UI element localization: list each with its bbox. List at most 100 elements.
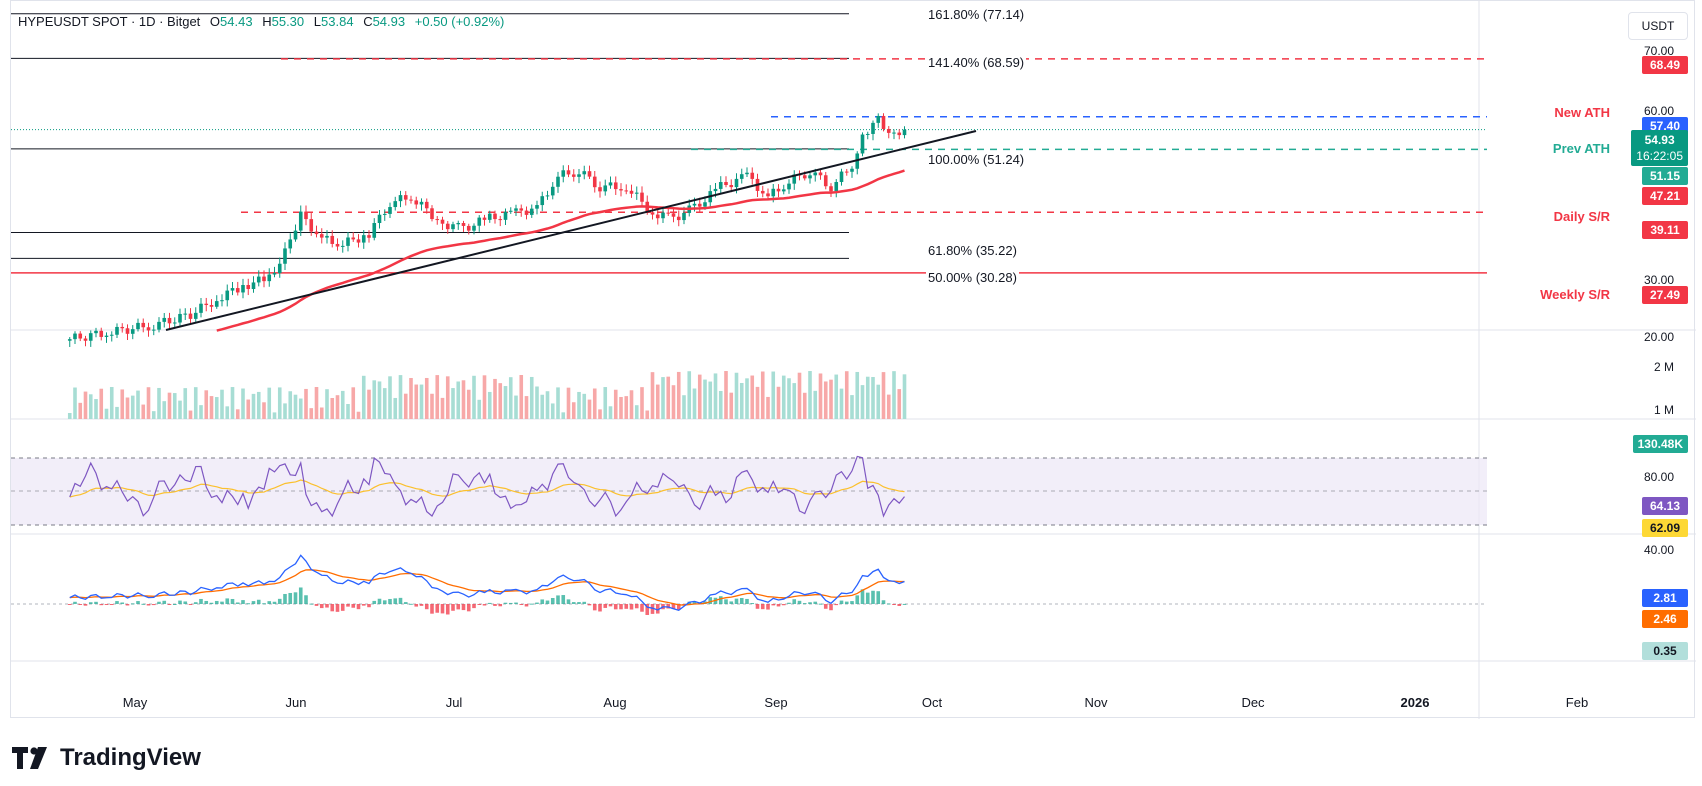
macd-hist-bar [340,604,345,611]
volume-bar [808,371,812,419]
volume-bar [850,395,854,419]
volume-bar [267,387,272,419]
volume-bar [781,375,786,419]
macd-hist-bar [624,604,629,609]
candle-body [608,182,613,186]
tradingview-logo-icon [12,747,47,769]
candle-body [356,239,361,243]
macd-hist-bar [739,597,744,604]
volume-bar [141,404,146,419]
candle-body [540,196,545,206]
candle-body [787,183,791,190]
chart-area[interactable] [10,0,1696,719]
macd-signal-badge: 2.46 [1642,610,1688,628]
volume-bar [540,394,545,419]
candle-body [367,235,371,238]
volume-bar [745,378,749,419]
candle-body [682,212,686,221]
candle-body [78,333,83,339]
volume-bar [755,386,760,419]
volume-bar [388,376,392,419]
candle-body [829,186,833,192]
macd-hist-bar [571,602,576,604]
volume-bar [645,410,650,419]
volume-bar [839,388,844,419]
volume-bar [697,374,702,419]
rsi-ma-badge: 62.09 [1642,519,1688,537]
macd-hist-bar [419,604,424,606]
candle-body [514,208,518,211]
volume-bar [802,392,807,419]
candle-body [813,172,818,176]
macd-hist-bar [834,604,839,606]
candle-body [162,317,167,322]
macd-hist-bar [508,602,513,604]
volume-bar [214,397,219,419]
candle-body [230,288,235,291]
volume-bar [193,387,198,419]
macd-hist-bar [724,599,728,604]
macd-hist-bar [456,604,461,610]
volume-bar [346,404,350,419]
macd-hist-bar [860,589,865,604]
rsi-ma-line [69,479,905,498]
volume-bar [104,408,109,419]
volume-bar [419,384,424,419]
candle-body [382,213,387,215]
macd-hist-bar [293,592,298,604]
currency-button[interactable]: USDT [1628,12,1688,40]
fib-50: 50.00% (30.28) [926,270,1019,285]
candle-body [288,239,293,249]
time-tick-oct: Oct [921,695,943,710]
macd-line [69,554,905,611]
volume-bar [776,386,781,419]
volume-bar [582,393,587,419]
volume-bar [330,397,335,419]
macd-hist-bar [241,600,245,604]
candle-body [792,174,797,184]
macd-hist-bar [199,598,203,604]
time-tick-dec: Dec [1241,695,1265,710]
low-value: 53.84 [321,14,354,29]
chart-canvas[interactable] [11,1,1696,719]
candle-body [277,263,282,274]
macd-hist-bar [288,592,293,604]
volume-bar [503,386,508,419]
volume-bar [477,399,482,419]
candle-body [550,186,555,196]
macd-hist-bar [440,604,445,614]
macd-hist-bar [608,604,613,607]
macd-hist-bar [183,601,188,604]
volume-bar [277,387,282,419]
volume-bar [519,375,524,419]
macd-hist-bar [109,604,114,605]
time-tick-may: May [122,695,148,710]
candle-body [83,338,88,341]
macd-hist-bar [151,604,156,606]
macd-hist-bar [556,595,560,604]
macd-hist-bar [193,602,198,604]
high-key: H [262,14,272,29]
candle-body [99,330,104,337]
candle-body [314,231,319,235]
volume-bar [435,375,440,419]
volume-bar [351,387,356,419]
candle-body [241,285,245,293]
tradingview-logo[interactable]: TradingView [12,744,201,772]
candle-body [503,211,508,220]
volume-bar [424,377,429,419]
macd-hist-bar [372,600,377,604]
change-value: +0.50 (+0.92%) [414,14,505,29]
candle-body [262,276,266,282]
candle-body [183,313,188,315]
volume-bar [183,388,188,419]
daily-sr-badge: 39.11 [1642,221,1688,239]
candle-body [566,170,571,175]
candle-body [571,174,576,177]
macd-hist-badge: 0.35 [1642,642,1688,660]
time-tick-nov: Nov [1084,695,1108,710]
volume-bar [687,371,692,419]
macd-hist-bar [235,602,240,604]
volume-bar [136,390,140,419]
macd-hist-bar [855,595,860,604]
